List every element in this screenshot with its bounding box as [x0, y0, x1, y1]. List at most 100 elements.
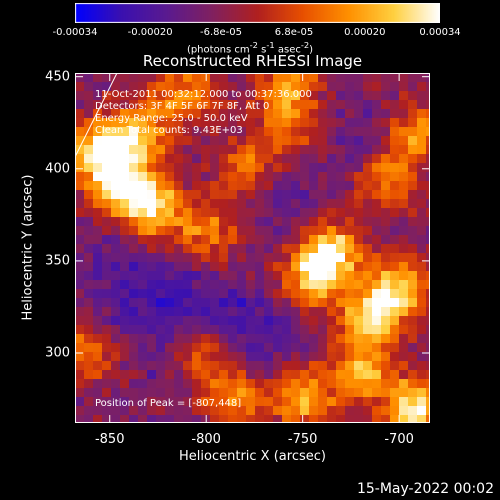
heatmap-cell [336, 100, 346, 110]
heatmap-cell [255, 199, 265, 209]
heatmap-cell [84, 352, 94, 362]
heatmap-cell [300, 136, 310, 146]
heatmap-cell [120, 127, 130, 137]
heatmap-cell [210, 415, 220, 423]
heatmap-cell [399, 280, 409, 290]
heatmap-cell [327, 406, 337, 416]
heatmap-cell [237, 388, 247, 398]
heatmap-cell [390, 127, 400, 137]
heatmap-cell [336, 109, 346, 119]
heatmap-cell [174, 244, 184, 254]
heatmap-cell [318, 154, 328, 164]
heatmap-cell [138, 208, 148, 218]
heatmap-cell [291, 370, 301, 380]
heatmap-cell [417, 163, 427, 173]
heatmap-cell [102, 361, 112, 371]
heatmap-cell [219, 334, 229, 344]
colorbar [75, 3, 440, 23]
heatmap-cell [273, 397, 283, 407]
heatmap-cell [237, 208, 247, 218]
heatmap-cell [84, 343, 94, 353]
heatmap-cell [381, 91, 391, 101]
heatmap-cell [390, 226, 400, 236]
heatmap-cell [156, 136, 166, 146]
heatmap-cell [183, 226, 193, 236]
heatmap-cell [210, 226, 220, 236]
heatmap-cell [399, 253, 409, 263]
heatmap-cell [372, 217, 382, 227]
heatmap-cell [228, 208, 238, 218]
heatmap-cell [291, 172, 301, 182]
heatmap-cell [138, 307, 148, 317]
heatmap-cell [336, 181, 346, 191]
heatmap-cell [291, 145, 301, 155]
heatmap-cell [264, 334, 274, 344]
heatmap-cell [201, 361, 211, 371]
heatmap-cell [165, 262, 175, 272]
heatmap-cell [408, 163, 418, 173]
heatmap-cell [264, 271, 274, 281]
heatmap-cell [138, 361, 148, 371]
annotation-clean: Clean Total counts: 9.43E+03 [95, 125, 243, 136]
heatmap-cell [156, 217, 166, 227]
heatmap-cell [165, 397, 175, 407]
heatmap-cell [93, 262, 103, 272]
heatmap-cell [264, 199, 274, 209]
heatmap-cell [255, 379, 265, 389]
heatmap-cell [372, 100, 382, 110]
heatmap-cell [174, 235, 184, 245]
heatmap-cell [354, 352, 364, 362]
heatmap-cell [165, 208, 175, 218]
heatmap-cell [336, 325, 346, 335]
heatmap-image [75, 73, 430, 423]
heatmap-cell [129, 361, 139, 371]
heatmap-cell [426, 289, 430, 299]
heatmap-cell [102, 181, 112, 191]
heatmap-cell [363, 298, 373, 308]
heatmap-cell [309, 361, 319, 371]
heatmap-cell [282, 145, 292, 155]
heatmap-cell [345, 235, 355, 245]
heatmap-cell [282, 100, 292, 110]
heatmap-cell [192, 217, 202, 227]
heatmap-cell [102, 316, 112, 326]
heatmap-cell [120, 334, 130, 344]
heatmap-cell [345, 262, 355, 272]
plot-timestamp: 15-May-2022 00:02 [356, 481, 494, 497]
heatmap-cell [147, 100, 157, 110]
heatmap-cell [120, 388, 130, 398]
heatmap-cell [219, 361, 229, 371]
heatmap-cell [129, 109, 139, 119]
heatmap-cell [147, 190, 157, 200]
heatmap-cell [300, 316, 310, 326]
heatmap-cell [354, 289, 364, 299]
heatmap-cell [345, 226, 355, 236]
heatmap-cell [219, 226, 229, 236]
heatmap-cell [264, 127, 274, 137]
heatmap-cell [228, 154, 238, 164]
heatmap-cell [210, 235, 220, 245]
heatmap-cell [138, 145, 148, 155]
heatmap-cell [390, 82, 400, 92]
heatmap-cell [192, 397, 202, 407]
heatmap-cell [300, 307, 310, 317]
heatmap-cell [93, 280, 103, 290]
heatmap-cell [300, 181, 310, 191]
heatmap-cell [354, 271, 364, 281]
heatmap-cell [138, 388, 148, 398]
heatmap-cell [174, 145, 184, 155]
heatmap-cell [426, 298, 430, 308]
heatmap-cell [345, 397, 355, 407]
heatmap-cell [210, 118, 220, 128]
heatmap-cell [381, 343, 391, 353]
heatmap-cell [201, 100, 211, 110]
heatmap-cell [408, 334, 418, 344]
heatmap-cell [84, 100, 94, 110]
heatmap-cell [399, 262, 409, 272]
heatmap-cell [228, 361, 238, 371]
heatmap-cell [219, 73, 229, 83]
heatmap-cell [219, 145, 229, 155]
heatmap-cell [291, 262, 301, 272]
heatmap-cell [300, 91, 310, 101]
heatmap-cell [363, 118, 373, 128]
